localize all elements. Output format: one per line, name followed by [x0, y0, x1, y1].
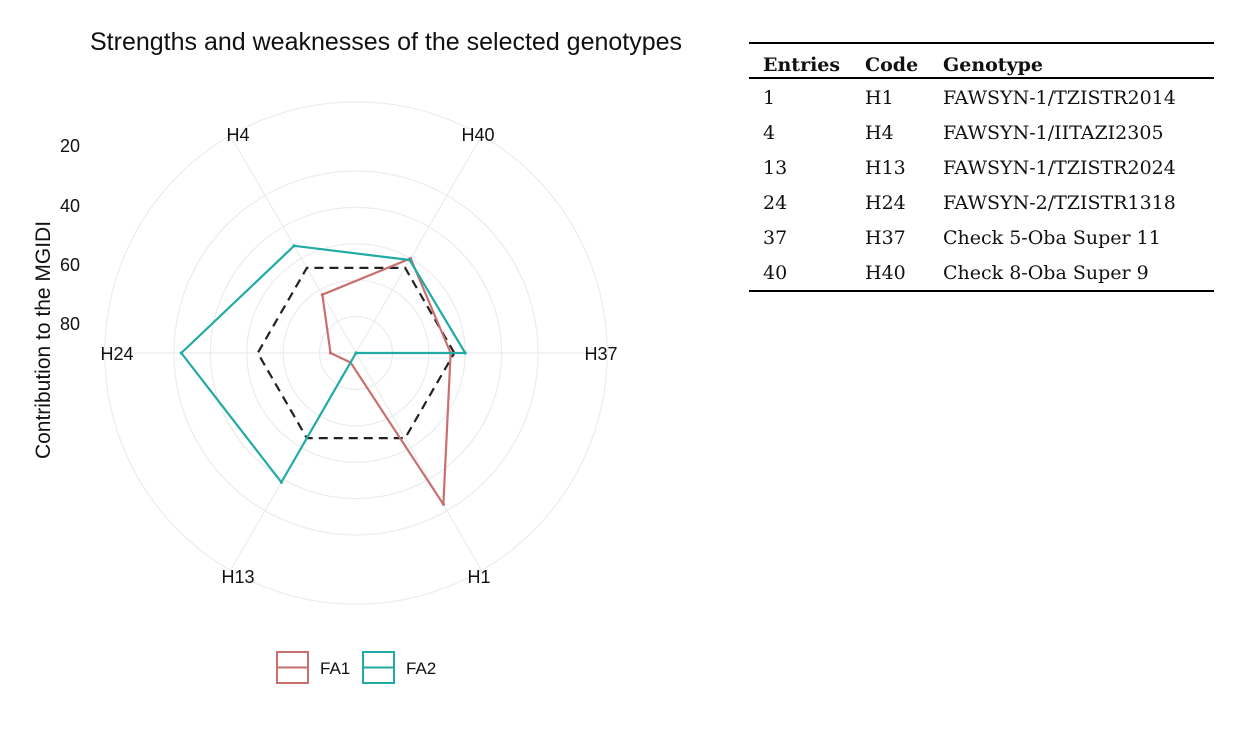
- axis-label-h1: H1: [467, 567, 490, 587]
- axis-label-h4: H4: [226, 125, 249, 145]
- grid-spoke: [355, 352, 483, 571]
- table-cell-code: H40: [851, 254, 929, 292]
- radial-tick-label: 60: [60, 255, 80, 275]
- table-header-genotype: Genotype: [929, 42, 1214, 79]
- table-row: 1 H1 FAWSYN-1/TZISTR2014: [749, 78, 1214, 114]
- table-cell-genotype: FAWSYN-1/TZISTR2024: [943, 157, 1176, 179]
- data-point-fa2: [354, 351, 358, 355]
- y-axis-label: Contribution to the MGIDI: [32, 221, 55, 459]
- grid-spoke: [355, 135, 483, 354]
- radial-tick-label: 80: [60, 314, 80, 334]
- table-cell-code: H24: [865, 192, 906, 214]
- table-cell-entry: 37: [763, 227, 788, 249]
- reference-line: [256, 266, 456, 440]
- table-cell-entry: 24: [763, 192, 788, 214]
- table-header-code: Code: [851, 42, 929, 79]
- table-cell-entry: 1: [763, 87, 776, 109]
- table-cell-entry: 13: [763, 157, 788, 179]
- table-cell-code: H13: [865, 157, 906, 179]
- data-point-fa2: [279, 480, 283, 484]
- table-cell-genotype: Check 8-Oba Super 9: [929, 254, 1214, 292]
- genotype-table: Entries Code Genotype 1 H1 FAWSYN-1/TZIS…: [749, 42, 1214, 292]
- radial-tick-labels: 20 40 60 80: [60, 136, 80, 334]
- table-cell-genotype: FAWSYN-2/TZISTR1318: [943, 192, 1176, 214]
- table-cell-entry: 40: [749, 254, 851, 292]
- legend-label-fa2: FA2: [406, 659, 436, 678]
- data-point-fa1: [328, 351, 333, 355]
- axis-label-h40: H40: [461, 125, 494, 145]
- radial-tick-label: 20: [60, 136, 80, 156]
- axis-label-h24: H24: [100, 344, 133, 364]
- table-cell-entry: 4: [763, 122, 776, 144]
- table-row: 24 H24 FAWSYN-2/TZISTR1318: [749, 184, 1214, 219]
- table-cell-genotype: FAWSYN-1/TZISTR2014: [943, 87, 1176, 109]
- table-header-row: Entries Code Genotype: [749, 42, 1214, 79]
- table-header-entries: Entries: [749, 42, 851, 79]
- legend-label-fa1: FA1: [320, 659, 350, 678]
- data-point-fa2: [463, 351, 467, 355]
- series-group: [179, 244, 467, 506]
- data-point-fa1: [320, 293, 324, 297]
- data-point-fa1: [441, 502, 445, 506]
- table-row: 37 H37 Check 5-Oba Super 11: [749, 219, 1214, 254]
- table-row: 4 H4 FAWSYN-1/IITAZI2305: [749, 114, 1214, 149]
- legend: FA1 FA2: [276, 651, 436, 684]
- table-cell-genotype: Check 5-Oba Super 11: [943, 227, 1161, 249]
- radial-tick-label: 40: [60, 196, 80, 216]
- table-cell-code: H37: [865, 227, 906, 249]
- table-row: 13 H13 FAWSYN-1/TZISTR2024: [749, 149, 1214, 184]
- axis-label-h13: H13: [221, 567, 254, 587]
- series-line-fa2: [180, 244, 467, 484]
- chart-title: Strengths and weaknesses of the selected…: [90, 28, 683, 56]
- table-cell-code: H4: [865, 122, 894, 144]
- axis-labels: H37 H40 H4 H24 H13 H1: [100, 125, 617, 587]
- table-cell-genotype: FAWSYN-1/IITAZI2305: [943, 122, 1164, 144]
- data-point-fa2: [179, 351, 183, 355]
- table-cell-code: H1: [865, 87, 894, 109]
- table-row: 40 H40 Check 8-Oba Super 9: [749, 254, 1214, 292]
- axis-label-h37: H37: [584, 344, 617, 364]
- radar-chart: 20 40 60 80 Contribution to the MGIDI H37 H4…: [32, 101, 618, 684]
- data-point-fa2: [292, 244, 296, 248]
- data-point-fa2: [408, 258, 412, 262]
- grid-spoke: [229, 135, 357, 354]
